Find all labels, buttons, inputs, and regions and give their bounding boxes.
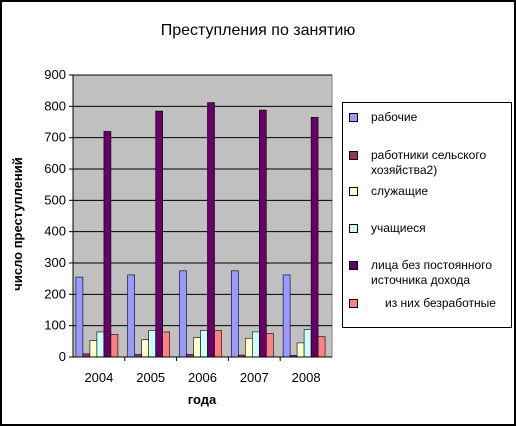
legend-swatch	[349, 224, 358, 233]
chart-title: Преступления по занятию	[161, 22, 356, 39]
legend-swatch	[349, 261, 358, 270]
legend-swatch	[349, 187, 358, 196]
tick-labels: 0 100 200 300 400 500 600 700 800 900 2004 2005 2006…	[44, 67, 320, 385]
axes	[69, 74, 332, 361]
bar	[258, 109, 267, 358]
x-tick-label: 2007	[240, 370, 269, 385]
bar	[214, 330, 222, 358]
legend-swatch	[349, 113, 358, 122]
y-tick-label: 300	[44, 255, 66, 270]
bar	[245, 337, 253, 358]
y-axis-title: число преступлений	[10, 157, 25, 290]
bar	[141, 339, 149, 358]
bar	[96, 331, 105, 358]
bar	[296, 342, 305, 358]
bar	[75, 276, 84, 358]
x-tick-label: 2004	[84, 370, 113, 385]
bar	[148, 330, 156, 358]
legend-swatch	[349, 299, 358, 308]
y-tick-label: 700	[44, 130, 66, 145]
bar	[193, 337, 201, 358]
bars	[75, 102, 326, 358]
y-tick-label: 800	[44, 98, 66, 113]
bar	[110, 334, 119, 358]
bar	[179, 270, 187, 358]
bar	[162, 331, 170, 358]
y-tick-label: 200	[44, 286, 66, 301]
bar	[252, 331, 260, 358]
legend-label: работники сельского хозяйства2)	[371, 148, 487, 177]
bar	[207, 102, 215, 358]
legend-label: служащие	[371, 184, 429, 198]
legend: рабочие работники сельского хозяйства2) сл…	[342, 102, 512, 328]
y-tick-label: 900	[44, 67, 66, 82]
bar	[127, 274, 135, 358]
bar	[282, 274, 291, 358]
y-tick-label: 500	[44, 192, 66, 207]
y-tick-label: 0	[59, 349, 66, 364]
x-tick-label: 2008	[292, 370, 321, 385]
y-tick-label: 400	[44, 224, 66, 239]
x-tick-label: 2006	[188, 370, 217, 385]
bar	[317, 336, 326, 358]
legend-label: учащиеся	[371, 221, 426, 235]
bar	[310, 117, 319, 358]
y-tick-label: 100	[44, 318, 66, 333]
bar	[89, 340, 98, 358]
gridlines	[73, 74, 332, 327]
bar	[303, 329, 312, 358]
bar	[265, 333, 274, 358]
bar	[103, 131, 112, 358]
bar	[200, 330, 208, 358]
legend-label: из них безработные	[385, 296, 496, 310]
bar	[155, 110, 163, 358]
plot-area	[72, 74, 333, 358]
x-tick-label: 2005	[136, 370, 165, 385]
legend-swatch	[349, 151, 358, 160]
legend-label: рабочие	[371, 110, 418, 124]
bar	[231, 270, 239, 358]
y-tick-label: 600	[44, 161, 66, 176]
x-axis-title: года	[188, 392, 217, 407]
legend-label: лица без постоянного источника дохода	[371, 258, 492, 287]
